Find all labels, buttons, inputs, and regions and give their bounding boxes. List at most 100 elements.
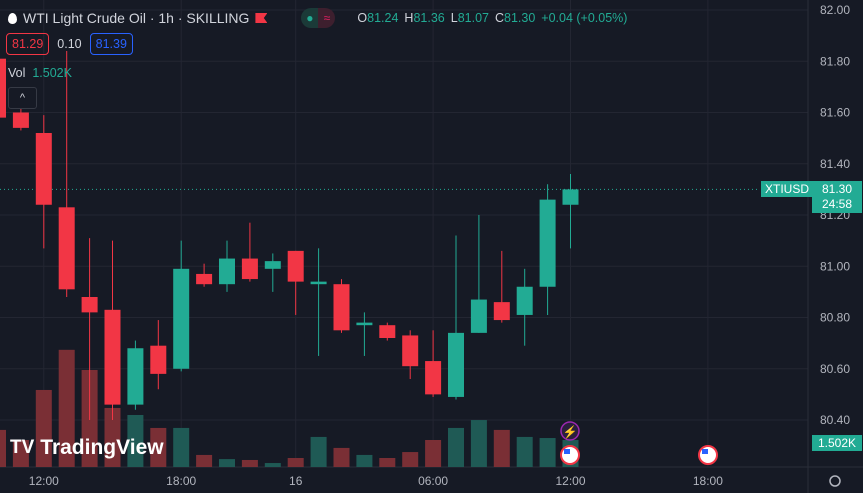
volume-bar — [264, 463, 281, 467]
volume-bar — [104, 407, 121, 467]
tradingview-logo[interactable]: TV TradingView — [10, 436, 164, 460]
time-tick-label: 18:00 — [166, 474, 196, 488]
bar-countdown: 24:58 — [821, 197, 853, 211]
low-value: 81.07 — [457, 11, 489, 25]
lightning-event-icon[interactable] — [560, 421, 580, 441]
volume-legend: Vol 1.502K — [8, 66, 72, 80]
candle-body — [425, 361, 442, 395]
candle-body — [219, 258, 235, 285]
volume-bar — [539, 438, 556, 467]
symbol-title[interactable]: WTI Light Crude Oil · 1h · SKILLING — [23, 10, 250, 26]
sell-button[interactable]: 81.29 — [6, 33, 50, 55]
market-status-pill[interactable]: ● ≈ — [301, 8, 336, 28]
spread-value: 0.10 — [57, 37, 82, 51]
price-tick-label: 82.00 — [820, 3, 850, 17]
time-tick-label: 12:00 — [555, 474, 585, 488]
open-value: 81.24 — [367, 11, 399, 25]
volume-bar — [333, 447, 350, 467]
volume-bar — [287, 458, 304, 467]
price-tick-label: 81.40 — [820, 157, 850, 171]
symbol-header: WTI Light Crude Oil · 1h · SKILLING ● ≈ … — [8, 8, 627, 28]
volume-tag: 1.502K — [812, 435, 862, 451]
candle-body — [470, 299, 487, 333]
candle-body — [448, 332, 464, 397]
volume-bar — [516, 436, 533, 467]
candle-body — [310, 281, 327, 285]
price-tick-label: 81.00 — [820, 259, 850, 273]
change-value: +0.04 (+0.05%) — [541, 11, 628, 25]
close-value: 81.30 — [504, 11, 536, 25]
tv-logo-icon: TV — [10, 437, 35, 458]
volume-bar — [356, 454, 373, 467]
us-flag-event-icon[interactable] — [560, 445, 580, 465]
bid-ask-panel: 81.29 0.10 81.39 — [6, 33, 133, 55]
volume-bar — [241, 459, 258, 467]
h-label: H — [404, 11, 414, 25]
time-tick-label: 18:00 — [693, 474, 723, 488]
logo-text: TradingView — [40, 436, 164, 459]
c-label: C — [494, 11, 504, 25]
volume-bar — [173, 427, 190, 467]
candle-body — [104, 309, 121, 405]
candle-body — [12, 112, 29, 128]
volume-bar — [425, 440, 442, 467]
volume-bar — [0, 429, 6, 467]
candle-body — [539, 199, 556, 287]
l-label: L — [450, 11, 458, 25]
candle-body — [0, 58, 6, 118]
candle-body — [173, 268, 190, 369]
volume-bar — [35, 389, 52, 467]
price-tick-label: 80.80 — [820, 311, 850, 325]
candle-body — [81, 297, 98, 313]
candle-body — [516, 286, 533, 315]
candle-body — [562, 189, 579, 205]
volume-bar — [219, 459, 235, 467]
candle-body — [493, 302, 510, 321]
last-price: 81.30 — [821, 182, 853, 196]
buy-button[interactable]: 81.39 — [89, 33, 133, 55]
time-tick-label: 16 — [289, 474, 303, 488]
price-tick-label: 80.40 — [820, 413, 850, 427]
time-tick-label: 12:00 — [29, 474, 59, 488]
volume-bar — [58, 349, 75, 467]
volume-bar — [493, 429, 510, 467]
candle-body — [150, 345, 167, 374]
candle-body — [333, 284, 350, 331]
candle-body — [402, 335, 419, 367]
candle-body — [241, 258, 258, 280]
volume-bar — [402, 452, 419, 467]
candle-body — [264, 261, 281, 269]
price-tick-label: 80.60 — [820, 362, 850, 376]
us-flag-canton — [564, 449, 570, 454]
candle-body — [379, 325, 396, 338]
candle-body — [127, 348, 144, 405]
ohlc-readout: O81.24 H81.36 L81.07 C81.30 +0.04 (+0.05… — [357, 11, 627, 25]
settings-gear-icon[interactable] — [829, 475, 841, 487]
market-open-icon: ● — [301, 8, 319, 28]
volume-bar — [150, 427, 167, 467]
wave-icon: ≈ — [318, 8, 336, 28]
volume-bar — [12, 440, 29, 467]
candle-body — [287, 250, 304, 282]
us-flag-event-icon[interactable] — [698, 445, 718, 465]
o-label: O — [357, 11, 368, 25]
collapse-button[interactable]: ^ — [8, 87, 37, 109]
flag-icon[interactable] — [255, 13, 268, 23]
volume-bar — [448, 427, 464, 467]
candle-body — [196, 273, 213, 285]
candle-body — [58, 207, 75, 290]
symbol-price-tag: XTIUSD — [761, 181, 814, 197]
us-flag-canton — [702, 449, 708, 454]
volume-value: 1.502K — [32, 66, 72, 80]
volume-label: Vol — [8, 66, 26, 80]
price-tick-label: 81.60 — [820, 106, 850, 120]
volume-bar — [379, 458, 396, 467]
high-value: 81.36 — [413, 11, 445, 25]
volume-bar — [470, 420, 487, 467]
candle-body — [356, 322, 373, 326]
candle-body — [35, 133, 52, 205]
volume-bar — [196, 454, 213, 467]
volume-bar — [127, 414, 144, 467]
oil-drop-icon — [8, 12, 17, 24]
